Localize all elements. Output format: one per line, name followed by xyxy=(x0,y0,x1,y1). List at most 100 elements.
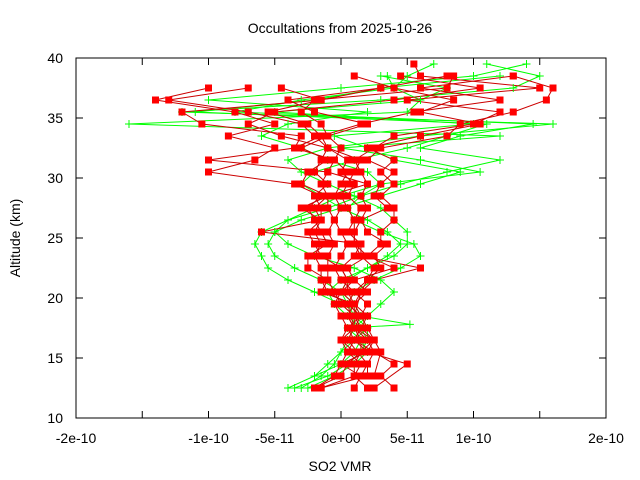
occultation-10-point xyxy=(370,372,378,380)
occultation-9-point xyxy=(330,216,338,224)
occultation-3-point xyxy=(390,84,398,92)
occultation-12-point xyxy=(403,108,412,116)
occultation-9-point xyxy=(344,240,352,248)
occultation-7-point xyxy=(344,180,352,188)
occultation-10-point xyxy=(364,300,371,308)
occultation-16-point xyxy=(310,372,319,380)
occultation-12-point xyxy=(390,288,398,296)
occultation-6-point xyxy=(297,132,305,140)
occultation-10-point xyxy=(364,156,371,164)
occultation-9-point xyxy=(330,264,338,272)
occultation-16-point xyxy=(416,180,425,188)
occultation-4-point xyxy=(324,180,332,188)
occultation-9-point xyxy=(344,300,352,308)
occultation-11-point xyxy=(344,192,352,200)
occultation-17-point xyxy=(191,108,200,116)
occultation-5-point xyxy=(317,228,325,236)
occultation-3-point xyxy=(417,108,424,116)
occultation-9-point xyxy=(344,168,352,176)
occultation-15-point xyxy=(396,264,405,272)
occultation-4-point xyxy=(350,360,358,368)
occultation-4-point xyxy=(311,252,318,260)
occultation-5-point xyxy=(337,300,345,308)
occultation-17-point xyxy=(403,144,412,152)
chart-title: Occultations from 2025-10-26 xyxy=(248,20,433,36)
occultation-10-point xyxy=(364,324,371,332)
occultation-14-point xyxy=(303,384,312,392)
occultation-2-point xyxy=(311,204,318,212)
occultation-4-point xyxy=(311,192,318,200)
occultation-16-point xyxy=(270,252,279,260)
occultation-13-point xyxy=(529,120,538,128)
occultation-5-point xyxy=(344,360,352,368)
occultation-10-point xyxy=(383,240,391,248)
occultation-13-point xyxy=(416,144,425,152)
occultation-3-point xyxy=(390,180,398,188)
occultation-1-point xyxy=(403,96,411,104)
occultation-17-point xyxy=(396,240,405,248)
occultation-1-point xyxy=(470,120,477,128)
occultation-1-point xyxy=(410,60,418,68)
y-tick-label: 15 xyxy=(47,350,63,366)
occultation-17-point xyxy=(363,216,372,224)
occultation-6-point xyxy=(205,156,212,164)
occultation-8-point xyxy=(317,288,325,296)
occultation-10-point xyxy=(456,120,464,128)
occultation-14-point xyxy=(549,120,557,128)
occultation-3-point xyxy=(377,372,385,380)
occultation-12-point xyxy=(476,168,485,176)
occultation-7-point xyxy=(244,120,252,128)
occultation-9-point xyxy=(311,96,318,104)
occultation-14-point xyxy=(403,228,412,236)
occultation-13-point xyxy=(284,276,292,284)
occultation-10-point xyxy=(350,288,358,296)
occultation-8-point xyxy=(317,384,325,392)
occultation-15-point xyxy=(416,252,425,260)
occultation-5-point xyxy=(224,132,232,140)
occultation-8-point xyxy=(417,84,424,92)
occultation-3-point xyxy=(390,360,398,368)
occultation-13-point xyxy=(250,240,259,248)
occultation-12-point xyxy=(403,72,412,80)
series-markers xyxy=(125,60,557,392)
occultation-6-point xyxy=(178,108,186,116)
x-tick-label: -5e-11 xyxy=(255,430,295,446)
occultation-6-point xyxy=(403,360,411,368)
occultation-8-point xyxy=(291,144,299,152)
occultation-4-point xyxy=(311,168,318,176)
occultation-3-point xyxy=(417,132,424,140)
occultation-2-point xyxy=(284,96,292,104)
occultation-6-point xyxy=(297,204,305,212)
occultation-13-point xyxy=(396,180,405,188)
occultation-5-point xyxy=(304,252,312,260)
occultation-1-point xyxy=(364,312,371,320)
occultation-4-point xyxy=(317,156,325,164)
occultation-5-point xyxy=(330,288,338,296)
occultation-16-point xyxy=(323,360,332,368)
occultation-12-point xyxy=(125,120,133,128)
occultation-11-point xyxy=(337,264,345,272)
occultation-9-point xyxy=(443,84,451,92)
occultation-13-point xyxy=(297,96,306,104)
occultation-1-point xyxy=(390,132,398,140)
occultation-4-point xyxy=(324,288,332,296)
occultation-7-point xyxy=(364,252,371,260)
occultation-10-point xyxy=(357,216,365,224)
occultation-2-point xyxy=(364,120,371,128)
occultation-11-point xyxy=(337,168,345,176)
occultation-3-point xyxy=(390,384,398,392)
occultation-6-point xyxy=(357,252,365,260)
occultation-7-point xyxy=(337,288,345,296)
occultation-11-point xyxy=(344,312,352,320)
occultation-7-point xyxy=(350,276,358,284)
occultation-7-point xyxy=(337,192,345,200)
occultation-6-point xyxy=(364,180,371,188)
occultation-5-point xyxy=(311,216,318,224)
occultation-9-point xyxy=(330,192,338,200)
occultation-6-point xyxy=(258,228,265,236)
occultation-5-point xyxy=(205,168,212,176)
occultation-16-point xyxy=(376,72,385,80)
occultation-8-point xyxy=(324,264,332,272)
occultation-5-point xyxy=(271,144,279,152)
occultation-12-point xyxy=(416,156,425,164)
